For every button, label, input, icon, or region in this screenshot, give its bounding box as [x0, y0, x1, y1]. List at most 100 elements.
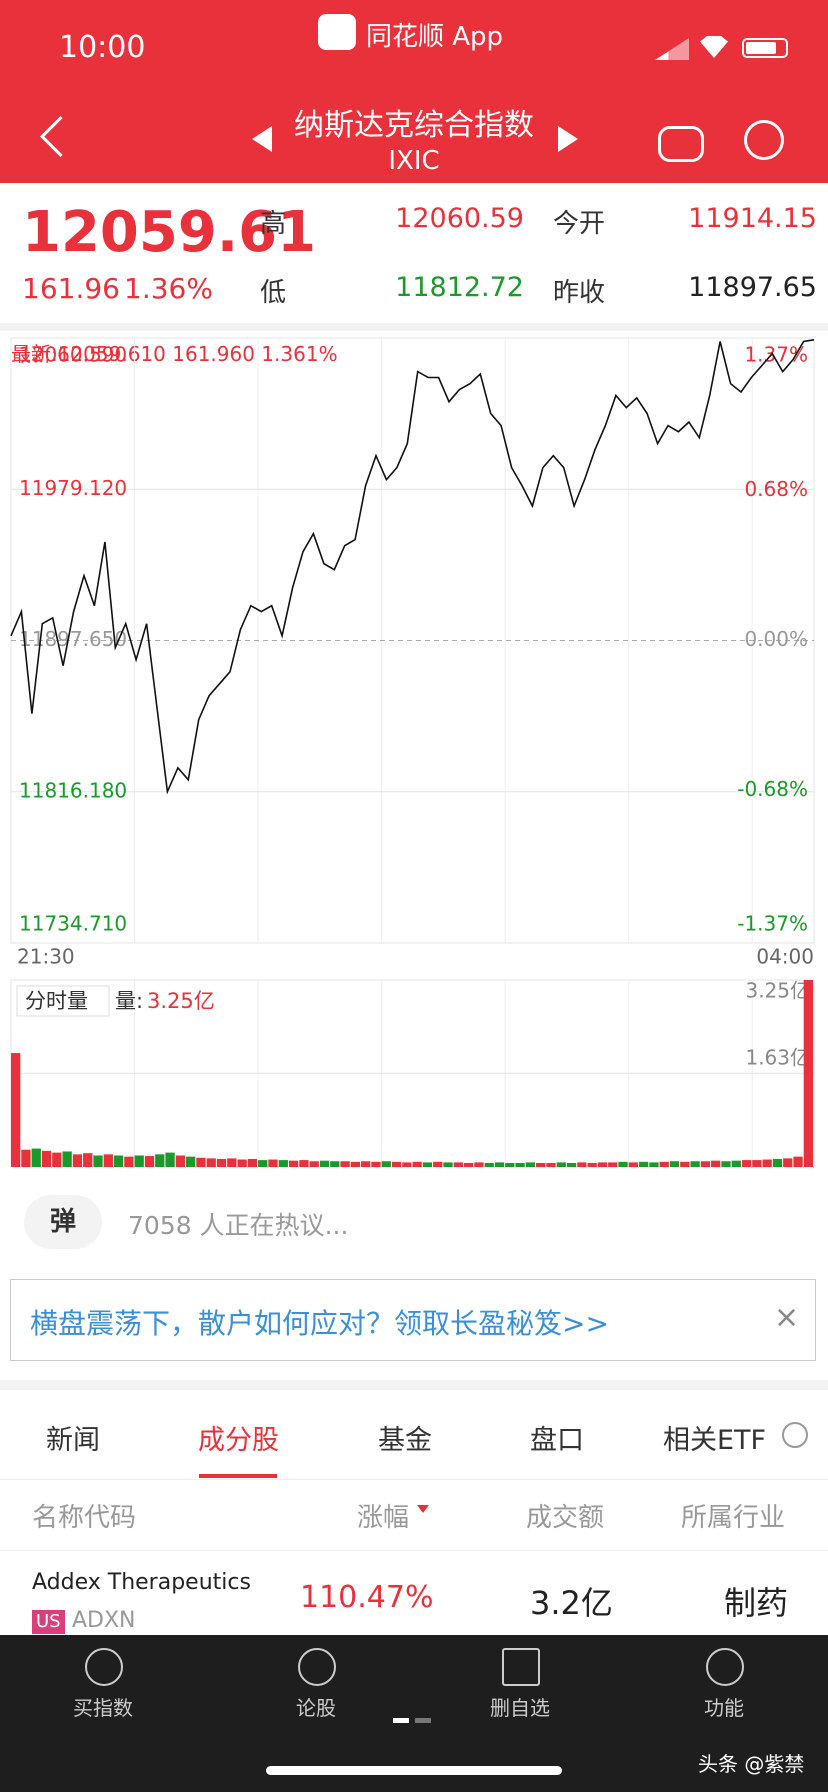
column-header: 所属行业: [681, 1503, 786, 1533]
tab-help[interactable]: [782, 1422, 808, 1448]
volume-bar: [556, 1162, 566, 1167]
next-arrow[interactable]: [558, 126, 578, 152]
nav-icon[interactable]: [706, 1648, 744, 1686]
nav-label[interactable]: 论股: [296, 1696, 336, 1720]
app-name: 同花顺 App: [366, 22, 504, 52]
volume-bar: [422, 1162, 433, 1167]
volume-bar: [247, 1158, 258, 1167]
prev-arrow[interactable]: [252, 126, 272, 152]
volume-bar: [93, 1155, 103, 1167]
stock-name[interactable]: Addex Therapeutics: [32, 1570, 251, 1595]
volume-bar: [206, 1158, 216, 1167]
nav-icon[interactable]: [502, 1648, 540, 1686]
volume-bar: [21, 1149, 31, 1167]
volume-bar: [155, 1154, 165, 1167]
volume-bar: [618, 1161, 628, 1167]
tab[interactable]: 相关ETF: [663, 1425, 767, 1456]
nav-label[interactable]: 买指数: [73, 1696, 133, 1720]
legend-box: [16, 985, 110, 1017]
column-header: 涨幅: [357, 1503, 410, 1533]
nav-icon[interactable]: [85, 1648, 123, 1686]
volume-bar: [41, 1150, 52, 1167]
divider: [0, 1479, 828, 1480]
volume-bar: [711, 1160, 721, 1167]
volume-title: 分时量: [25, 989, 88, 1013]
volume-bar: [391, 1161, 402, 1167]
y2-tick-label: -1.37%: [737, 912, 808, 936]
nav-icon[interactable]: [298, 1648, 336, 1686]
search-button[interactable]: [744, 120, 784, 160]
volume-bar: [649, 1162, 659, 1167]
index-code: IXIC: [388, 146, 440, 176]
volume-bar: [515, 1162, 525, 1167]
volume-bar: [597, 1162, 608, 1167]
stock-industry: 制药: [724, 1584, 789, 1622]
y-tick-label: 11816.180: [19, 778, 127, 802]
volume-bar: [536, 1162, 546, 1167]
volume-bar: [474, 1162, 484, 1167]
volume-bar: [309, 1161, 319, 1167]
high-label: 高: [260, 209, 287, 239]
volume-bar: [175, 1155, 186, 1167]
volume-bar: [237, 1159, 247, 1167]
latest-line: 最新:12059.610 161.960 1.361%: [11, 342, 338, 366]
low: 11812.72: [395, 272, 524, 303]
nav-label[interactable]: 功能: [704, 1696, 744, 1720]
danmaku-button[interactable]: 弹: [24, 1195, 102, 1249]
volume-prefix: 量:: [115, 989, 143, 1013]
nav-label[interactable]: 删自选: [490, 1696, 550, 1720]
y-tick-label: 11734.710: [19, 912, 127, 936]
status-time: 10:00: [59, 30, 146, 65]
volume-bar: [608, 1162, 618, 1167]
volume-bar: [330, 1161, 340, 1167]
sort-icon[interactable]: [417, 1505, 429, 1513]
volume-bar: [752, 1160, 762, 1167]
tab[interactable]: 盘口: [530, 1425, 584, 1456]
volume-bar: [186, 1156, 196, 1167]
low-label: 低: [260, 278, 287, 308]
tab[interactable]: 成分股: [198, 1425, 279, 1456]
robot-button[interactable]: [658, 126, 704, 162]
volume-current: 3.25亿: [147, 989, 215, 1013]
volume-bar: [72, 1154, 83, 1167]
y-tick-label: 3.25亿: [745, 979, 810, 1003]
change-pct: 1.36%: [124, 272, 213, 305]
y2-tick-label: 1.37%: [744, 343, 808, 367]
volume-bar: [268, 1159, 278, 1167]
volume-bar: [494, 1162, 505, 1167]
volume-bar: [566, 1162, 577, 1167]
volume-bar: [783, 1158, 793, 1167]
stock-code: ADXN: [72, 1608, 136, 1633]
page-dot: [415, 1718, 431, 1723]
volume-bar: [196, 1157, 206, 1167]
watermark: 头条 @紫禁: [698, 1752, 805, 1776]
app-icon: [318, 14, 356, 50]
banner-text[interactable]: 横盘震荡下，散户如何应对？领取长盈秘笈>>: [30, 1307, 609, 1340]
x-tick-label: 04:00: [756, 945, 814, 969]
volume-bar: [11, 1053, 21, 1167]
volume-bar: [659, 1161, 669, 1167]
volume-bar: [361, 1161, 371, 1167]
volume-bar: [299, 1160, 309, 1167]
volume-bar: [443, 1162, 453, 1167]
stock-amount: 3.2亿: [530, 1584, 613, 1622]
high: 12060.59: [395, 203, 524, 234]
bottom-nav: [0, 1635, 828, 1792]
tab[interactable]: 基金: [378, 1425, 432, 1456]
tab[interactable]: 新闻: [46, 1425, 100, 1456]
banner[interactable]: [10, 1279, 816, 1361]
y-tick-label: 11979.120: [19, 476, 127, 500]
home-indicator: [266, 1766, 562, 1775]
banner-close[interactable]: ×: [774, 1300, 800, 1335]
volume-bar: [258, 1160, 268, 1167]
volume-bar: [52, 1152, 62, 1167]
battery: [742, 38, 788, 58]
y2-tick-label: -0.68%: [737, 777, 808, 801]
volume-bar: [134, 1155, 144, 1167]
volume-bar: [669, 1161, 680, 1167]
volume-bar: [216, 1158, 227, 1167]
volume-bar: [700, 1161, 711, 1167]
volume-bar: [463, 1162, 474, 1167]
volume-bar: [433, 1161, 443, 1167]
